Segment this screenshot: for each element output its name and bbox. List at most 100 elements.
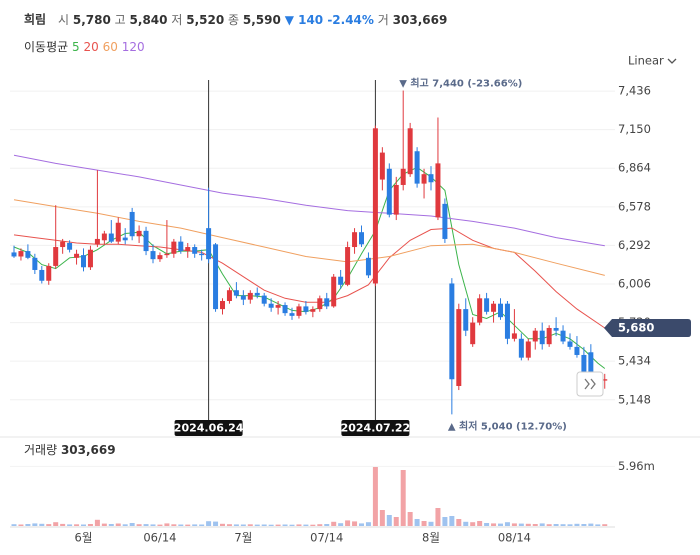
volume-bar [11,524,17,526]
candle-body [484,298,490,312]
volume-bar [289,524,295,526]
volume-bar [164,523,170,526]
volume-value: 303,669 [393,13,448,27]
volume-bar [484,523,490,526]
candle-body [289,313,295,316]
candle-body [400,168,406,185]
candle-body [456,309,462,386]
volume-bar [365,522,371,526]
volume-bar [192,524,198,526]
legend-entry: 5 [72,40,80,54]
volume-title: 거래량 303,669 [24,443,116,457]
candle-body [511,333,517,339]
volume-bar [345,520,351,526]
candle-body [386,168,392,215]
y-tick-label: 6,578 [618,199,651,213]
candle-body [254,292,260,296]
candle-body [428,174,434,183]
scroll-icon[interactable] [584,378,596,390]
candle-body [282,305,288,314]
scale-toggle[interactable]: Linear [628,54,664,68]
x-tick-label: 08/14 [498,531,531,545]
volume-bar [81,524,86,526]
volume-bar [456,519,462,526]
candle-body [164,253,170,256]
volume-bar [352,521,358,526]
volume-bar [254,524,260,526]
volume-bar [331,521,337,526]
volume-bar [477,521,483,526]
candle-body [157,255,163,260]
candle-body [546,327,552,345]
candle-body [372,128,378,284]
volume-bar [359,523,364,526]
scroll-latest-button[interactable] [576,371,604,397]
volume-bar [18,524,24,526]
volume-bar [296,524,302,526]
y-tick-label: 6,292 [618,238,651,252]
volume-bar [588,523,594,526]
volume-label: 거 [378,13,389,27]
plot: 7,4367,1506,8646,5786,2926,0065,7205,434… [10,77,691,545]
candle-body [331,276,337,307]
candle-body [525,341,531,358]
candle-body [108,233,114,242]
volume-title-value: 303,669 [61,443,116,457]
candle-body [602,379,608,381]
field-value: 5,520 [186,13,224,27]
candle-body [296,306,302,316]
candle-body [588,352,594,380]
volume-bar [67,524,73,526]
candle-body [581,354,587,374]
candle-body [518,338,524,358]
volume-bar [498,523,503,526]
candle-body [421,174,427,184]
volume-bar [220,523,225,526]
ma-legend: 이동평균 5 20 60 120 [24,40,145,54]
volume-bar [39,523,45,526]
volume-tick-label: 5.96m [618,459,655,473]
field-value: 5,780 [73,13,111,27]
header-fields: 시 5,780 고 5,840 저 5,520 종 5,590 ▼ 140 -2… [58,13,447,27]
volume-bar [213,521,219,526]
candle-body [67,242,73,250]
volume-bar [379,510,385,526]
candle-body [442,203,448,239]
candle-body [365,257,371,276]
volume-bar [178,524,184,526]
candle-body [504,303,510,339]
candle-body [171,241,177,254]
volume-bar [282,524,288,526]
volume-bar [553,524,559,526]
candle-body [303,306,309,312]
marker-label: 2024.07.22 [341,422,411,435]
candle-body [359,232,364,245]
y-tick-label: 7,436 [618,84,651,98]
ma-title: 이동평균 [24,40,68,54]
volume-bar [435,508,441,526]
volume-bar [372,467,378,526]
volume-bar [400,470,406,526]
y-tick-label: 5,148 [618,392,651,406]
candle-body [435,163,441,218]
volume-bar [421,521,427,526]
candle-body [178,241,184,252]
candle-body [310,309,316,312]
volume-bar [581,524,587,526]
volume-bar [129,523,135,526]
candle-body [498,303,503,318]
scale-chevron[interactable] [667,58,677,64]
volume-bar [101,523,107,526]
x-tick-label: 06/14 [143,531,176,545]
volume-bar [206,521,212,526]
candle-body [324,298,330,307]
candle-body [60,241,66,248]
volume-bar [87,524,93,526]
candle-body [206,228,212,260]
volume-bar [414,519,420,526]
volume-bar [233,524,239,526]
x-tick-label: 7월 [234,531,252,545]
y-tick-label: 6,006 [618,277,651,291]
candle-body [338,276,344,285]
volume-bar [463,521,469,526]
